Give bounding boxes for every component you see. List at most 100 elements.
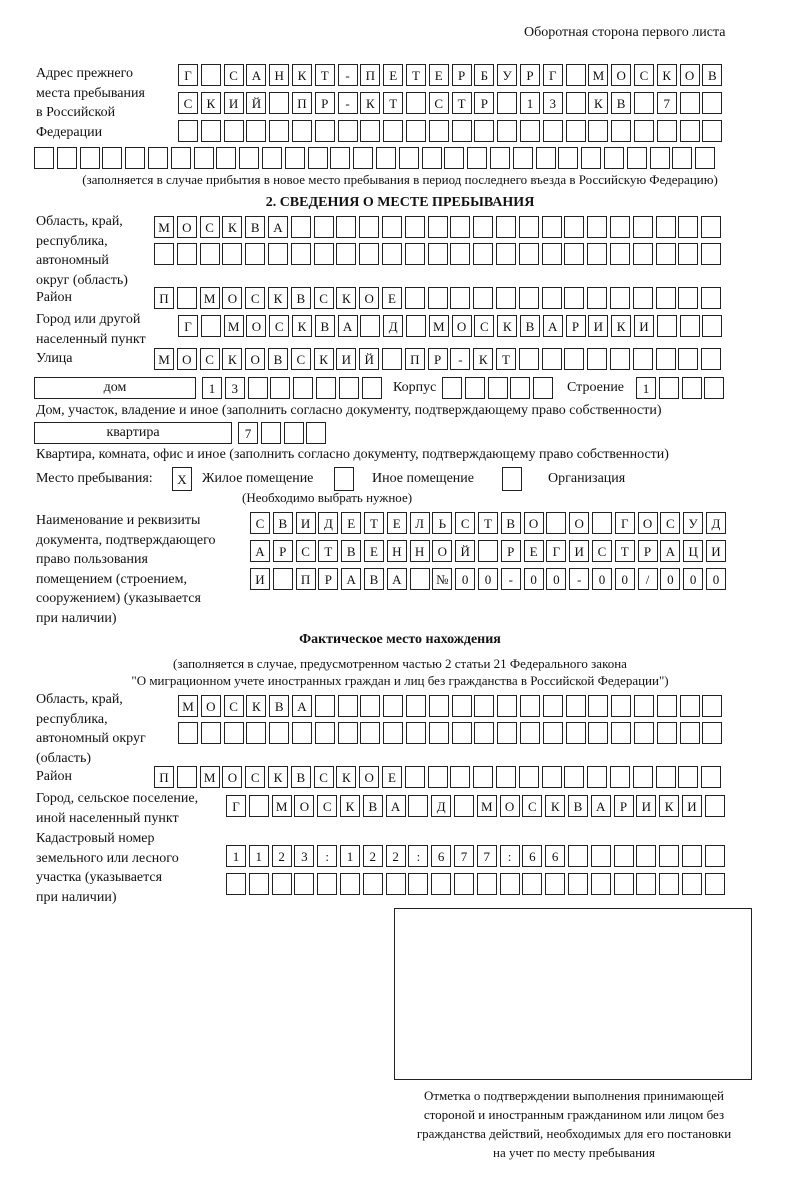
char-cell[interactable] xyxy=(613,845,634,867)
char-cell[interactable] xyxy=(269,92,290,114)
char-cell[interactable]: В xyxy=(290,287,311,309)
char-cell[interactable] xyxy=(178,722,198,744)
char-cell[interactable] xyxy=(404,287,425,309)
char-cell[interactable]: М xyxy=(476,795,497,817)
char-cell[interactable]: О xyxy=(523,512,544,534)
char-cell[interactable]: И xyxy=(636,795,657,817)
char-cell[interactable] xyxy=(656,722,677,744)
char-cell[interactable]: С xyxy=(474,315,495,337)
char-cell[interactable] xyxy=(632,216,653,238)
flat-type-field[interactable]: квартира xyxy=(34,422,232,444)
char-cell[interactable] xyxy=(655,216,676,238)
char-cell[interactable] xyxy=(239,147,260,169)
char-cell[interactable] xyxy=(679,695,700,717)
char-cell[interactable] xyxy=(200,722,221,744)
char-cell[interactable] xyxy=(512,147,533,169)
char-cell[interactable]: С xyxy=(313,287,334,309)
char-cell[interactable]: Р xyxy=(474,92,495,114)
char-cell[interactable]: О xyxy=(679,64,700,86)
char-cell[interactable] xyxy=(656,695,677,717)
char-cell[interactable]: Г xyxy=(226,795,246,817)
char-cell[interactable] xyxy=(313,243,334,265)
char-cell[interactable]: 0 xyxy=(546,568,567,590)
char-cell[interactable] xyxy=(702,92,723,114)
char-cell[interactable] xyxy=(611,120,632,142)
char-cell[interactable] xyxy=(565,120,586,142)
char-cell[interactable] xyxy=(632,287,653,309)
char-cell[interactable]: К xyxy=(222,348,243,370)
char-cell[interactable] xyxy=(427,216,448,238)
char-cell[interactable]: 0 xyxy=(591,568,612,590)
char-cell[interactable] xyxy=(421,147,442,169)
char-cell[interactable]: О xyxy=(176,348,197,370)
char-cell[interactable] xyxy=(474,722,495,744)
char-cell[interactable] xyxy=(678,766,699,788)
char-cell[interactable] xyxy=(270,377,291,399)
char-cell[interactable]: К xyxy=(360,92,381,114)
char-cell[interactable]: П xyxy=(404,348,425,370)
char-cell[interactable] xyxy=(701,348,722,370)
char-cell[interactable]: С xyxy=(245,766,266,788)
char-cell[interactable] xyxy=(359,243,380,265)
char-cell[interactable] xyxy=(702,120,723,142)
char-cell[interactable]: С xyxy=(245,287,266,309)
char-cell[interactable]: А xyxy=(542,315,563,337)
char-cell[interactable] xyxy=(427,287,448,309)
char-cell[interactable] xyxy=(283,422,304,444)
char-cell[interactable]: В xyxy=(314,315,335,337)
char-cell[interactable]: С xyxy=(633,64,654,86)
char-cell[interactable] xyxy=(510,377,531,399)
char-cell[interactable] xyxy=(428,695,449,717)
char-cell[interactable] xyxy=(632,243,653,265)
char-cell[interactable]: И xyxy=(588,315,609,337)
char-cell[interactable] xyxy=(587,766,608,788)
char-cell[interactable] xyxy=(495,216,516,238)
char-cell[interactable]: В xyxy=(500,512,521,534)
char-cell[interactable]: И xyxy=(681,795,702,817)
char-cell[interactable] xyxy=(450,766,471,788)
char-cell[interactable] xyxy=(633,722,654,744)
char-cell[interactable]: 2 xyxy=(385,845,406,867)
char-cell[interactable]: Г xyxy=(546,540,567,562)
char-cell[interactable] xyxy=(658,377,679,399)
char-cell[interactable] xyxy=(609,216,630,238)
char-cell[interactable] xyxy=(702,315,723,337)
char-cell[interactable] xyxy=(246,722,267,744)
char-cell[interactable] xyxy=(545,873,566,895)
place-option-other-checkbox[interactable] xyxy=(334,467,354,491)
char-cell[interactable]: В xyxy=(267,348,288,370)
char-cell[interactable]: И xyxy=(223,92,244,114)
char-cell[interactable] xyxy=(632,766,653,788)
char-cell[interactable]: 6 xyxy=(522,845,543,867)
char-cell[interactable]: К xyxy=(545,795,566,817)
char-cell[interactable] xyxy=(656,315,677,337)
char-cell[interactable]: К xyxy=(656,64,677,86)
char-cell[interactable]: Н xyxy=(386,540,407,562)
char-cell[interactable]: Й xyxy=(359,348,380,370)
char-cell[interactable] xyxy=(701,287,722,309)
char-cell[interactable]: Р xyxy=(565,315,586,337)
char-cell[interactable]: С xyxy=(295,540,316,562)
char-cell[interactable]: Г xyxy=(614,512,635,534)
char-cell[interactable] xyxy=(564,243,585,265)
char-cell[interactable] xyxy=(223,120,244,142)
char-cell[interactable]: К xyxy=(659,795,680,817)
char-cell[interactable] xyxy=(702,722,723,744)
char-cell[interactable] xyxy=(518,243,539,265)
char-cell[interactable] xyxy=(405,92,426,114)
char-cell[interactable] xyxy=(518,348,539,370)
char-cell[interactable]: С xyxy=(455,512,476,534)
char-cell[interactable] xyxy=(450,243,471,265)
char-cell[interactable] xyxy=(431,873,452,895)
char-cell[interactable]: С xyxy=(313,766,334,788)
char-cell[interactable]: К xyxy=(313,348,334,370)
char-cell[interactable] xyxy=(338,377,359,399)
char-cell[interactable]: Р xyxy=(637,540,658,562)
char-cell[interactable] xyxy=(679,92,700,114)
char-cell[interactable]: Е xyxy=(341,512,362,534)
